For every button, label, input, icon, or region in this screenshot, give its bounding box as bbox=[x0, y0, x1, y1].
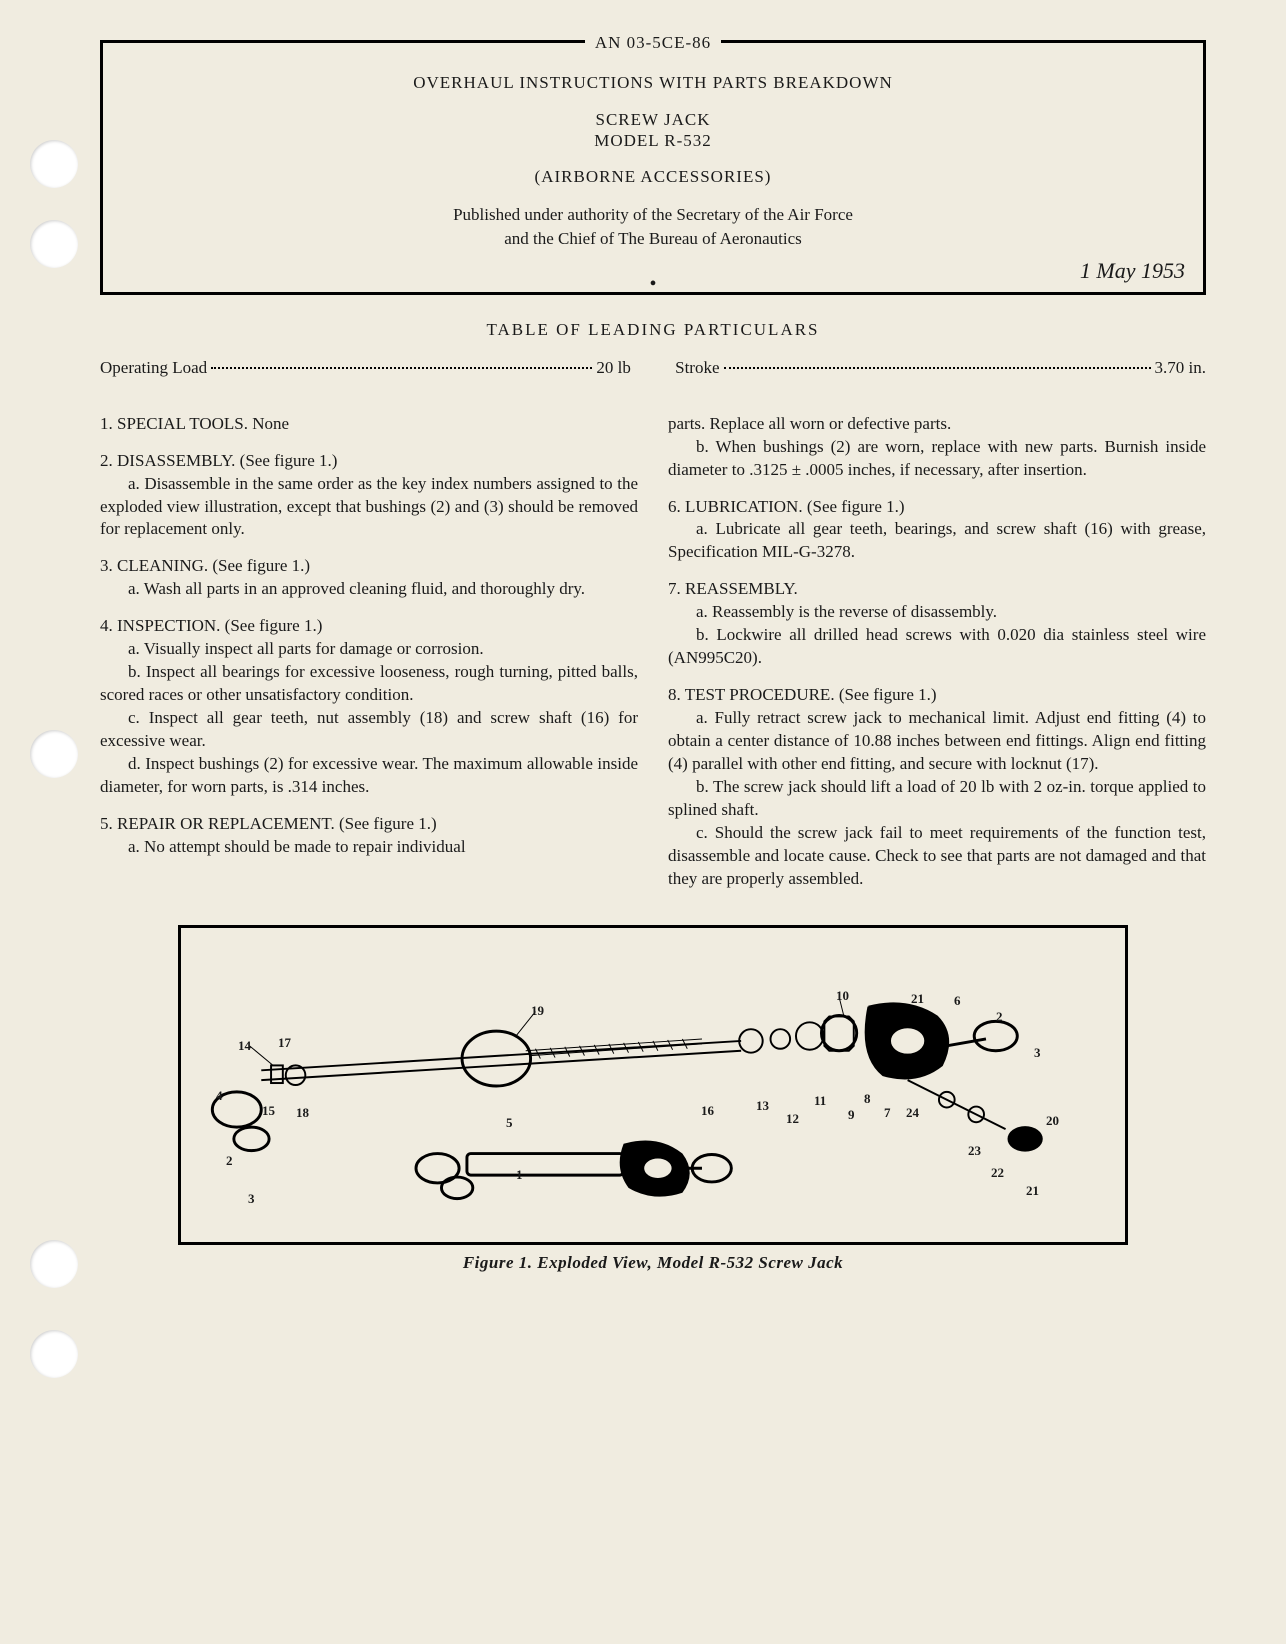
left-column: 1. SPECIAL TOOLS. None 2. DISASSEMBLY. (… bbox=[100, 413, 638, 905]
callout-15: 15 bbox=[262, 1103, 275, 1119]
s7-title: 7. REASSEMBLY. bbox=[668, 578, 1206, 601]
title-main: OVERHAUL INSTRUCTIONS WITH PARTS BREAKDO… bbox=[123, 73, 1183, 93]
callout-2: 2 bbox=[226, 1153, 233, 1169]
s5-b: b. When bushings (2) are worn, replace w… bbox=[668, 436, 1206, 482]
callout-4: 4 bbox=[216, 1088, 223, 1104]
company: (AIRBORNE ACCESSORIES) bbox=[123, 167, 1183, 187]
figure-box: 1417415182319511613121110987242162323222… bbox=[178, 925, 1128, 1245]
s8-b: b. The screw jack should lift a load of … bbox=[668, 776, 1206, 822]
callout-7: 7 bbox=[884, 1105, 891, 1121]
s2-a: a. Disassemble in the same order as the … bbox=[100, 473, 638, 542]
s5-a-cont: parts. Replace all worn or defective par… bbox=[668, 413, 1206, 436]
s2-title: 2. DISASSEMBLY. (See figure 1.) bbox=[100, 450, 638, 473]
particulars-row: Operating Load 20 lb Stroke 3.70 in. bbox=[100, 358, 1206, 378]
callout-16: 16 bbox=[701, 1103, 714, 1119]
s8-c: c. Should the screw jack fail to meet re… bbox=[668, 822, 1206, 891]
authority-line1: Published under authority of the Secreta… bbox=[123, 203, 1183, 227]
s4-title: 4. INSPECTION. (See figure 1.) bbox=[100, 615, 638, 638]
s8-title: 8. TEST PROCEDURE. (See figure 1.) bbox=[668, 684, 1206, 707]
header-box: AN 03-5CE-86 OVERHAUL INSTRUCTIONS WITH … bbox=[100, 40, 1206, 295]
callout-21: 21 bbox=[911, 991, 924, 1007]
s4-d: d. Inspect bushings (2) for excessive we… bbox=[100, 753, 638, 799]
callout-24: 24 bbox=[906, 1105, 919, 1121]
particular-left-value: 20 lb bbox=[596, 358, 630, 378]
callout-18: 18 bbox=[296, 1105, 309, 1121]
s3-a: a. Wash all parts in an approved cleanin… bbox=[100, 578, 638, 601]
s4-c: c. Inspect all gear teeth, nut assembly … bbox=[100, 707, 638, 753]
callout-3: 3 bbox=[1034, 1045, 1041, 1061]
callout-19: 19 bbox=[531, 1003, 544, 1019]
callout-21: 21 bbox=[1026, 1183, 1039, 1199]
callout-13: 13 bbox=[756, 1098, 769, 1114]
callout-3: 3 bbox=[248, 1191, 255, 1207]
diagram-svg bbox=[196, 943, 1110, 1227]
callout-14: 14 bbox=[238, 1038, 251, 1054]
s3-title: 3. CLEANING. (See figure 1.) bbox=[100, 555, 638, 578]
callout-12: 12 bbox=[786, 1111, 799, 1127]
callout-9: 9 bbox=[848, 1107, 855, 1123]
callout-20: 20 bbox=[1046, 1113, 1059, 1129]
callout-10: 10 bbox=[836, 988, 849, 1004]
s5-a: a. No attempt should be made to repair i… bbox=[100, 836, 638, 859]
s6-a: a. Lubricate all gear teeth, bearings, a… bbox=[668, 518, 1206, 564]
callout-23: 23 bbox=[968, 1143, 981, 1159]
particular-right-label: Stroke bbox=[675, 358, 719, 378]
callout-11: 11 bbox=[814, 1093, 826, 1109]
s5-title: 5. REPAIR OR REPLACEMENT. (See figure 1.… bbox=[100, 813, 638, 836]
callout-2: 2 bbox=[996, 1009, 1003, 1025]
title-sub2: MODEL R-532 bbox=[123, 131, 1183, 151]
body-content: 1. SPECIAL TOOLS. None 2. DISASSEMBLY. (… bbox=[100, 413, 1206, 905]
figure-caption: Figure 1. Exploded View, Model R-532 Scr… bbox=[100, 1253, 1206, 1273]
callout-1: 1 bbox=[516, 1167, 523, 1183]
exploded-view-diagram: 1417415182319511613121110987242162323222… bbox=[196, 943, 1110, 1227]
authority-line2: and the Chief of The Bureau of Aeronauti… bbox=[123, 227, 1183, 251]
callout-6: 6 bbox=[954, 993, 961, 1009]
s7-b: b. Lockwire all drilled head screws with… bbox=[668, 624, 1206, 670]
s6-title: 6. LUBRICATION. (See figure 1.) bbox=[668, 496, 1206, 519]
callout-5: 5 bbox=[506, 1115, 513, 1131]
s7-a: a. Reassembly is the reverse of disassem… bbox=[668, 601, 1206, 624]
callout-8: 8 bbox=[864, 1091, 871, 1107]
s1-title: 1. SPECIAL TOOLS. None bbox=[100, 413, 638, 436]
document-id: AN 03-5CE-86 bbox=[585, 33, 721, 53]
table-title: TABLE OF LEADING PARTICULARS bbox=[100, 320, 1206, 340]
title-sub1: SCREW JACK bbox=[123, 109, 1183, 131]
s4-a: a. Visually inspect all parts for damage… bbox=[100, 638, 638, 661]
s8-a: a. Fully retract screw jack to mechanica… bbox=[668, 707, 1206, 776]
particular-left-label: Operating Load bbox=[100, 358, 207, 378]
s4-b: b. Inspect all bearings for excessive lo… bbox=[100, 661, 638, 707]
decoration-dot: • bbox=[103, 273, 1203, 296]
callout-22: 22 bbox=[991, 1165, 1004, 1181]
particular-right-value: 3.70 in. bbox=[1155, 358, 1206, 378]
right-column: parts. Replace all worn or defective par… bbox=[668, 413, 1206, 905]
callout-17: 17 bbox=[278, 1035, 291, 1051]
